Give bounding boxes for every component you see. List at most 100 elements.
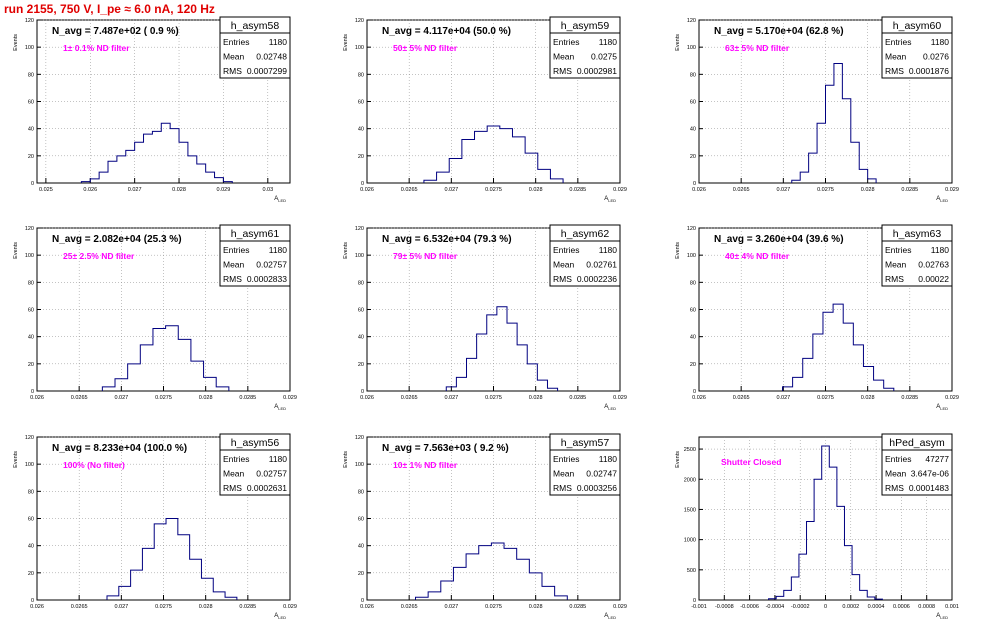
y-tick-label: 120 (25, 226, 34, 232)
x-tick-label: 0 (824, 604, 827, 610)
x-tick-label: 0.03 (262, 187, 273, 193)
histogram-bin (117, 156, 126, 183)
stats-label: Entries (553, 454, 579, 464)
histogram-bin (462, 140, 475, 183)
histogram-bin (119, 586, 131, 600)
histogram-panel-h_asym63: 0 20 40 60 80 100 120 0.026 0.0265 0.027 0.0275 0.0… (675, 224, 959, 411)
histogram-bin (223, 182, 232, 183)
y-tick-label: 60 (28, 517, 34, 523)
stats-box (549, 240, 621, 287)
x-tick-label: 0.028 (861, 395, 875, 401)
histogram-line (101, 325, 230, 391)
histogram-bin (842, 99, 850, 183)
y-tick-label: 2000 (684, 477, 696, 483)
stats-value: 0.0002631 (247, 483, 287, 493)
x-axis-label: ALED (274, 613, 286, 620)
histogram-bin (867, 597, 875, 600)
histogram-bin (809, 153, 817, 183)
x-tick-label: 0.0265 (401, 187, 418, 193)
histogram-panel-h_asym62: 0 20 40 60 80 100 120 0.026 0.0265 0.027 0.0275 0.0… (343, 224, 627, 411)
histogram-bin (547, 388, 557, 391)
y-tick-label: 100 (25, 462, 34, 468)
stats-value: 0.0002236 (577, 274, 617, 284)
y-tick-label: 100 (355, 45, 364, 51)
x-tick-label: 0.0275 (817, 395, 834, 401)
histogram-bin (154, 524, 166, 600)
x-tick-label: 0.029 (283, 604, 297, 610)
histogram-panel-h_asym58: 0 20 40 60 80 100 120 0.025 0.026 0.027 0.028 0.029… (13, 16, 291, 203)
x-tick-label: -0.0006 (740, 604, 759, 610)
x-tick-label: 0.0285 (569, 187, 586, 193)
histogram-bin (437, 172, 450, 183)
x-tick-label: 0.028 (199, 604, 213, 610)
y-axis-label: Events (675, 242, 681, 259)
histogram-bin (814, 479, 822, 600)
x-tick-label: 0.0002 (842, 604, 859, 610)
x-axis-label: ALED (936, 613, 948, 620)
stats-label: Mean (223, 52, 245, 62)
stats-value: 1180 (599, 245, 618, 255)
histogram-bin (144, 134, 153, 183)
histogram-line (781, 303, 895, 391)
x-axis-label: ALED (274, 196, 286, 203)
histogram-bin (99, 172, 108, 183)
stats-value: 1180 (269, 37, 288, 47)
stats-label: Entries (223, 454, 249, 464)
y-tick-label: 60 (690, 308, 696, 314)
stats-label: Mean (223, 469, 245, 479)
filter-annotation: 40± 4% ND filter (725, 251, 790, 261)
stats-label: Mean (223, 260, 245, 270)
filter-annotation: 10± 1% ND filter (393, 460, 458, 470)
navg-label: N_avg = 6.532e+04 (79.3 %) (382, 234, 512, 245)
x-tick-label: -0.0008 (715, 604, 734, 610)
y-tick-label: 100 (687, 253, 696, 259)
x-tick-label: 0.029 (217, 187, 231, 193)
histogram-bin (852, 575, 860, 600)
histogram-bin (843, 323, 853, 391)
y-tick-label: 40 (28, 335, 34, 341)
histogram-panel-h_asym60: 0 20 40 60 80 100 120 0.026 0.0265 0.027 0.0275 0.0… (675, 16, 959, 203)
stats-value: 3.647e-06 (911, 469, 950, 479)
stats-label: Mean (885, 52, 907, 62)
histogram-bin (863, 367, 873, 391)
histogram-bin (875, 599, 883, 600)
x-tick-label: 0.0265 (71, 395, 88, 401)
stats-label: Mean (553, 469, 575, 479)
histogram-bin (859, 169, 867, 183)
x-tick-label: 0.028 (529, 604, 543, 610)
stats-value: 0.00022 (918, 274, 949, 284)
y-tick-label: 0 (31, 181, 34, 187)
filter-annotation: 100% (No filter) (63, 460, 125, 470)
stats-label: Mean (553, 52, 575, 62)
stats-label: RMS (553, 274, 572, 284)
stats-box (219, 449, 291, 496)
x-tick-label: 0.029 (945, 395, 959, 401)
x-tick-label: 0.026 (360, 604, 374, 610)
y-tick-label: 0 (361, 598, 364, 604)
histogram-name: h_asym58 (231, 20, 280, 32)
histogram-line (80, 122, 233, 183)
x-tick-label: 0.0265 (733, 187, 750, 193)
x-tick-label: 0.026 (360, 395, 374, 401)
navg-label: N_avg = 2.082e+04 (25.3 %) (52, 234, 182, 245)
x-axis-label: ALED (604, 404, 616, 411)
y-axis-label: Events (675, 451, 681, 468)
histogram-bin (466, 554, 479, 600)
x-tick-label: -0.0002 (791, 604, 810, 610)
y-tick-label: 60 (358, 517, 364, 523)
x-tick-label: 0.027 (776, 395, 790, 401)
histogram-bin (784, 590, 792, 600)
histogram-bin (837, 506, 845, 600)
x-tick-label: 0.0265 (71, 604, 88, 610)
x-tick-label: 0.0285 (569, 604, 586, 610)
histogram-bin (542, 586, 555, 600)
x-tick-label: 0.027 (114, 395, 128, 401)
stats-value: 0.0003256 (577, 483, 617, 493)
stats-box (881, 32, 953, 79)
histogram-bin (191, 361, 204, 391)
histogram-bin (491, 543, 504, 600)
x-tick-label: 0.0004 (868, 604, 885, 610)
x-tick-label: 0.0275 (485, 395, 502, 401)
histogram-bin (102, 387, 115, 391)
histogram-bin (441, 581, 454, 600)
